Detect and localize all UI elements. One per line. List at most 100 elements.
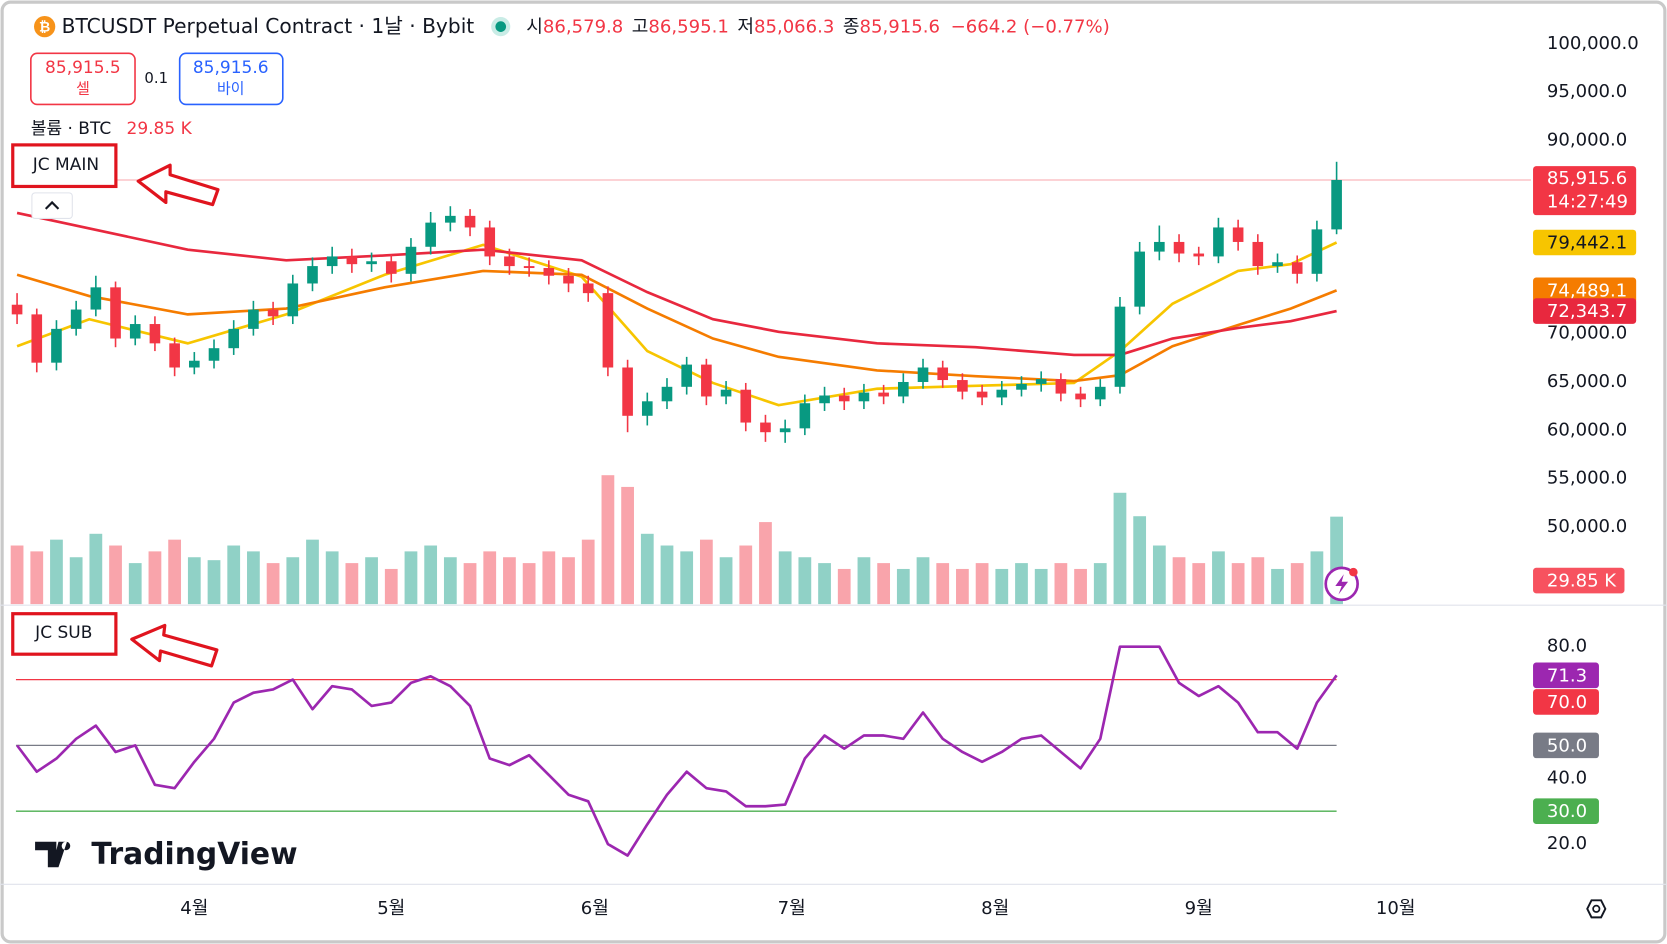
candle-body — [1075, 393, 1086, 400]
volume-bar — [1113, 492, 1127, 605]
buy-button[interactable] — [178, 52, 284, 106]
candle-body — [779, 428, 791, 433]
ma-price-box — [1533, 277, 1637, 304]
candle-body — [898, 381, 909, 397]
annotation: JC MAIN — [32, 155, 99, 175]
symbol-title[interactable]: BTCUSDT Perpetual Contract · 1날 · Bybit — [62, 14, 475, 38]
candle-body — [90, 287, 102, 310]
candle-body — [169, 343, 180, 368]
level-box — [1533, 689, 1599, 715]
candle-body — [149, 324, 161, 344]
volume-legend-value: 29.85 K — [127, 119, 193, 139]
candle-body — [11, 304, 23, 315]
volume-bar — [227, 545, 241, 605]
x-tick-label: 9월 — [1185, 898, 1213, 919]
y-tick-label: 50,000.0 — [1547, 516, 1627, 537]
rsi-line — [16, 645, 1338, 857]
rsi-tick-label: 40.0 — [1547, 767, 1587, 788]
level-box — [1533, 732, 1599, 759]
volume-bar — [1172, 557, 1186, 605]
volume-bar — [148, 551, 162, 605]
candle-body — [1213, 227, 1224, 257]
volume-bar — [1093, 563, 1107, 605]
volume-bar — [562, 557, 575, 605]
high-label: 고 — [632, 17, 649, 38]
candle-body — [1173, 241, 1185, 254]
candle-body — [326, 256, 338, 267]
candle-body — [189, 360, 200, 368]
volume-bar — [640, 533, 654, 605]
candle-body — [51, 328, 62, 363]
level-box — [1533, 798, 1599, 824]
candle-body — [129, 324, 141, 339]
volume-bar — [601, 475, 615, 605]
low: 85,066.3 — [754, 17, 834, 38]
candle-body — [819, 395, 830, 404]
candle-body — [464, 215, 476, 228]
candle-body — [582, 283, 594, 294]
volume-bar — [266, 563, 280, 605]
volume-bar — [581, 539, 595, 605]
plot — [10, 161, 1531, 857]
candle-body — [1291, 262, 1303, 274]
volume-bar — [1054, 563, 1068, 605]
candle-body — [996, 389, 1008, 398]
candle-body — [31, 314, 43, 363]
candle-body — [602, 293, 614, 368]
candle-body — [720, 389, 732, 397]
ma-price-label: 79,442.1 — [1547, 233, 1627, 254]
low-label: 저 — [737, 17, 754, 38]
volume-bar — [286, 557, 300, 605]
volume-bar — [975, 563, 989, 605]
settings-icon[interactable] — [1586, 899, 1607, 919]
collapse-button[interactable] — [31, 192, 73, 219]
candle-body — [563, 275, 574, 284]
candle-body — [760, 422, 771, 433]
x-tick-label: 8월 — [981, 898, 1009, 919]
x-tick-label: 5월 — [377, 898, 405, 919]
volume-bar — [384, 568, 398, 605]
x-tick-label: 10월 — [1376, 898, 1416, 919]
candle-body — [110, 287, 121, 339]
y-tick-label: 70,000.0 — [1547, 323, 1627, 344]
volume-bar — [89, 533, 103, 605]
candle-body — [523, 266, 535, 269]
high: 86,595.1 — [648, 17, 728, 38]
y-tick-label: 100,000.0 — [1547, 33, 1639, 54]
quantity[interactable]: 0.1 — [144, 69, 168, 87]
coin-icon — [34, 15, 56, 38]
candle-body — [1252, 241, 1264, 267]
volume-bar — [187, 557, 201, 605]
volume-bar — [936, 563, 950, 605]
volume-label: 29.85 K — [1547, 571, 1617, 592]
volume-bar — [1192, 563, 1206, 605]
volume-box — [1533, 567, 1625, 594]
candle-body — [1094, 386, 1106, 400]
candle-body — [346, 256, 358, 265]
candle-body — [543, 268, 555, 276]
volume-bar — [69, 557, 83, 605]
volume-bar — [1231, 563, 1245, 605]
ohlc-line: 시86,579.8 고86,595.1 저85,066.3 종85,915.6 −664… — [526, 17, 1110, 38]
sell-button[interactable] — [30, 52, 136, 106]
y-tick-label: 90,000.0 — [1547, 130, 1627, 151]
rsi-tick-label: 20.0 — [1547, 833, 1587, 854]
volume-bar — [896, 568, 910, 605]
volume-bar — [30, 551, 44, 605]
candle-body — [208, 348, 220, 361]
ma-price-label: 72,343.7 — [1547, 301, 1627, 322]
volume-bar — [10, 545, 24, 605]
volume-bar — [699, 539, 713, 605]
x-tick-label: 6월 — [581, 898, 609, 919]
volume-bar — [739, 545, 753, 605]
open: 86,579.8 — [543, 17, 623, 38]
candle-body — [228, 328, 240, 349]
volume-bar — [1251, 557, 1265, 605]
volume-bar — [995, 568, 1009, 605]
candle-body — [1232, 227, 1244, 242]
chevron — [44, 200, 60, 210]
candle-body — [1331, 179, 1342, 230]
candle-body — [287, 283, 299, 317]
status-dot — [495, 21, 507, 32]
volume-bar — [1310, 551, 1324, 605]
